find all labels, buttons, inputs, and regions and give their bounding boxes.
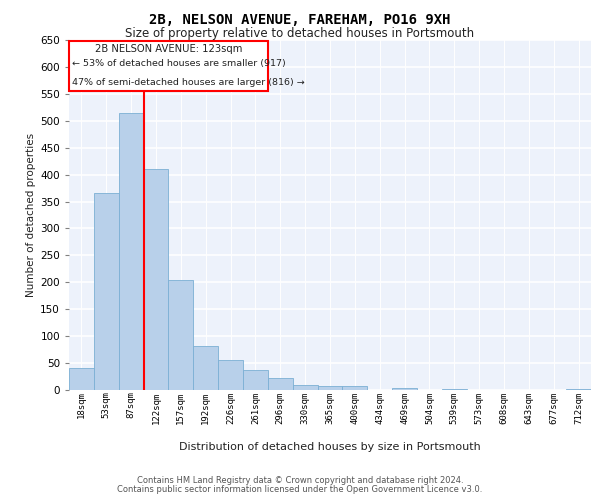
Text: 2B, NELSON AVENUE, FAREHAM, PO16 9XH: 2B, NELSON AVENUE, FAREHAM, PO16 9XH <box>149 12 451 26</box>
Y-axis label: Number of detached properties: Number of detached properties <box>26 133 36 297</box>
Bar <box>566 389 591 390</box>
FancyBboxPatch shape <box>70 41 268 91</box>
Text: Contains HM Land Registry data © Crown copyright and database right 2024.: Contains HM Land Registry data © Crown c… <box>137 476 463 485</box>
Bar <box>69 368 94 390</box>
Bar <box>169 280 193 390</box>
Bar <box>442 389 467 390</box>
Text: Contains public sector information licensed under the Open Government Licence v3: Contains public sector information licen… <box>118 484 482 494</box>
Bar <box>293 384 317 390</box>
Bar <box>193 346 218 390</box>
Bar <box>94 194 119 390</box>
Bar <box>119 112 143 390</box>
Bar <box>143 169 169 390</box>
Bar <box>392 388 417 390</box>
Bar <box>343 386 367 390</box>
Bar <box>243 370 268 390</box>
Bar <box>218 360 243 390</box>
Bar <box>268 378 293 390</box>
Text: 2B NELSON AVENUE: 123sqm: 2B NELSON AVENUE: 123sqm <box>95 44 242 54</box>
Text: Distribution of detached houses by size in Portsmouth: Distribution of detached houses by size … <box>179 442 481 452</box>
Text: ← 53% of detached houses are smaller (917): ← 53% of detached houses are smaller (91… <box>72 59 286 68</box>
Text: 47% of semi-detached houses are larger (816) →: 47% of semi-detached houses are larger (… <box>72 78 305 86</box>
Bar <box>317 386 343 390</box>
Text: Size of property relative to detached houses in Portsmouth: Size of property relative to detached ho… <box>125 28 475 40</box>
